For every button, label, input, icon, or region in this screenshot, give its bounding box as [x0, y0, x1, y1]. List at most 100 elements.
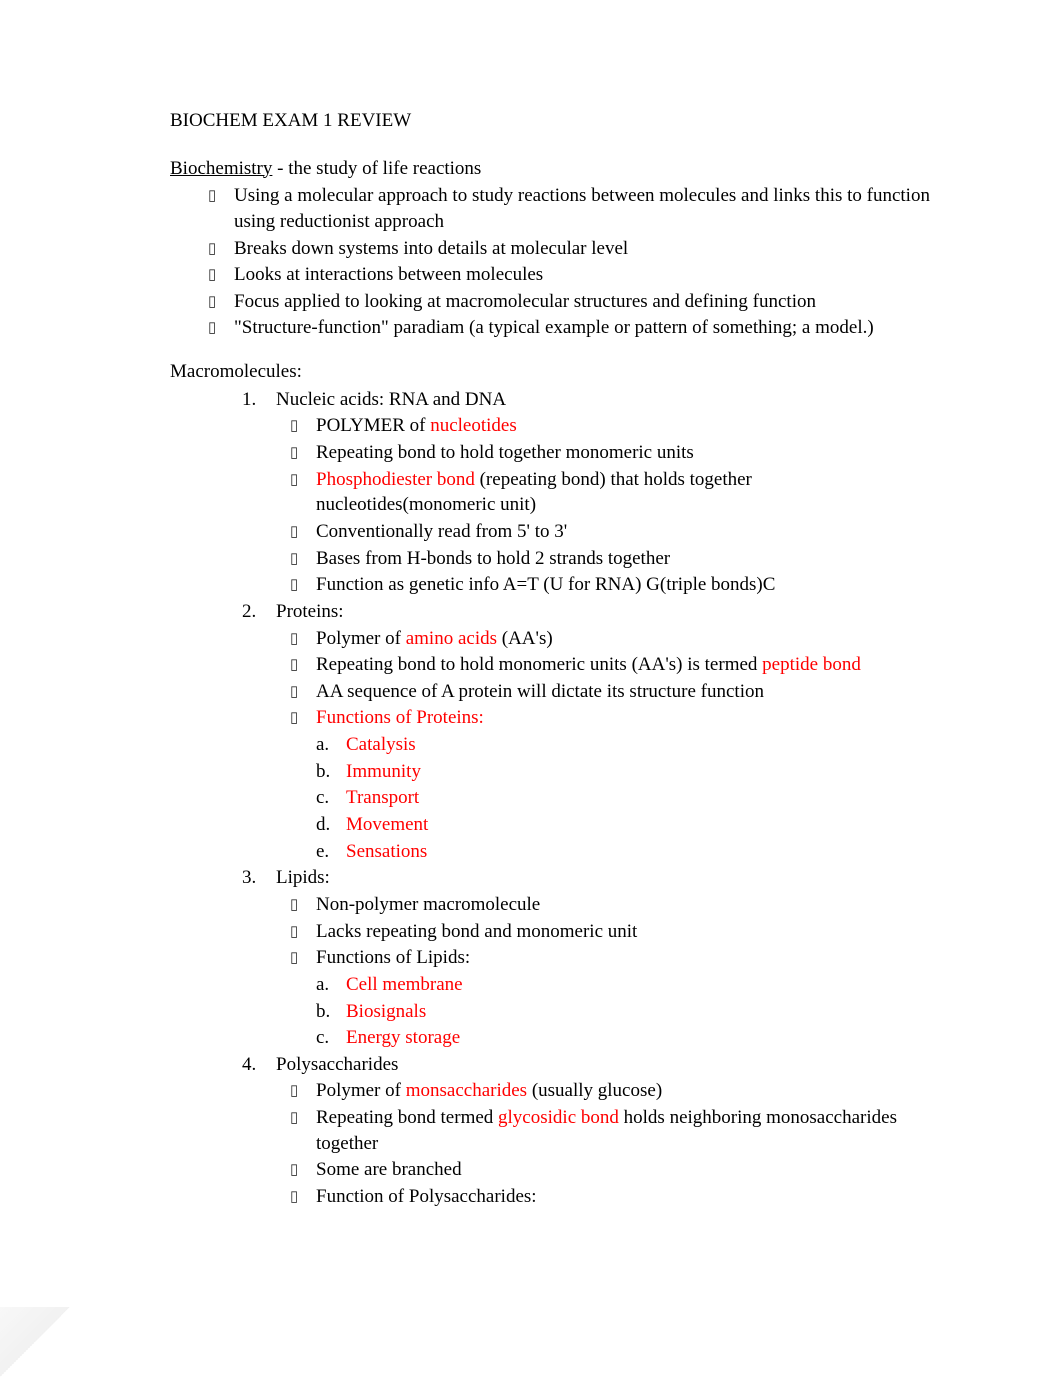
list-item-text: Conventionally read from 5' to 3': [316, 519, 932, 545]
list-item: ▯Bases from H-bonds to hold 2 strands to…: [290, 546, 932, 572]
number-marker: 1.: [242, 387, 276, 413]
text-segment: Cell membrane: [346, 974, 463, 995]
letter-marker: b.: [316, 999, 346, 1025]
letter-marker: e.: [316, 839, 346, 865]
list-item-text: Polymer of amino acids (AA's): [316, 626, 932, 652]
paradigm-example: a typical example or pattern of somethin…: [475, 317, 867, 338]
text-segment: glycosidic bond: [498, 1107, 619, 1128]
list-item-text: Bases from H-bonds to hold 2 strands tog…: [316, 546, 932, 572]
text-segment: Polymer of: [316, 628, 406, 649]
list-item: ▯Function of Polysaccharides:: [290, 1184, 932, 1210]
list-item-text: Some are branched: [316, 1157, 932, 1183]
numbered-item: 1.Nucleic acids: RNA and DNA: [242, 387, 932, 413]
bullet-icon: ▯: [208, 262, 234, 285]
bullet-icon: ▯: [290, 413, 316, 436]
bullet-icon: ▯: [290, 572, 316, 595]
lettered-item: c.Energy storage: [316, 1025, 932, 1051]
numbered-item: 4.Polysaccharides: [242, 1052, 932, 1078]
list-item-text: Non-polymer macromolecule: [316, 892, 932, 918]
text-segment: amino acids: [406, 628, 497, 649]
list-item: ▯Looks at interactions between molecules: [208, 262, 932, 288]
numbered-item: 3.Lipids:: [242, 865, 932, 891]
text-segment: nucleotides: [430, 415, 517, 436]
bullet-icon: ▯: [290, 1078, 316, 1101]
bullet-icon: ▯: [290, 440, 316, 463]
lettered-item: b.Immunity: [316, 759, 932, 785]
list-item: ▯Polymer of amino acids (AA's): [290, 626, 932, 652]
text-segment: Conventionally read from 5' to 3': [316, 521, 567, 542]
list-item: ▯Phosphodiester bond (repeating bond) th…: [290, 467, 932, 518]
lettered-item-text: Cell membrane: [346, 972, 932, 998]
numbered-item-label: Proteins:: [276, 599, 932, 625]
bullet-icon: ▯: [290, 1105, 316, 1128]
text-segment: Immunity: [346, 761, 421, 782]
list-item: ▯Using a molecular approach to study rea…: [208, 183, 932, 234]
lettered-item: c.Transport: [316, 785, 932, 811]
letter-marker: a.: [316, 972, 346, 998]
lettered-item-text: Immunity: [346, 759, 932, 785]
lettered-item: b.Biosignals: [316, 999, 932, 1025]
list-item-text: Functions of Proteins:: [316, 705, 932, 731]
text-segment: Transport: [346, 787, 419, 808]
bullet-icon: ▯: [290, 652, 316, 675]
lettered-item: d.Movement: [316, 812, 932, 838]
list-item: ▯Repeating bond to hold monomeric units …: [290, 652, 932, 678]
list-item: ▯Non-polymer macromolecule: [290, 892, 932, 918]
text-segment: Function as genetic info A=T (U for RNA)…: [316, 574, 775, 595]
preview-fade-overlay: [0, 1197, 1062, 1377]
bullet-icon: ▯: [290, 945, 316, 968]
text-segment: Repeating bond to hold monomeric units (…: [316, 654, 762, 675]
numbered-item: 2.Proteins:: [242, 599, 932, 625]
list-item-text: POLYMER of nucleotides: [316, 413, 932, 439]
list-item: ▯Focus applied to looking at macromolecu…: [208, 289, 932, 315]
number-marker: 2.: [242, 599, 276, 625]
text-segment: Repeating bond to hold together monomeri…: [316, 442, 694, 463]
intro-paradigm-text: "Structure-function" paradiam (a typical…: [234, 315, 932, 341]
bullet-icon: ▯: [208, 236, 234, 259]
bullet-icon: ▯: [290, 467, 316, 490]
text-segment: (AA's): [497, 628, 553, 649]
letter-marker: d.: [316, 812, 346, 838]
numbered-item-label: Nucleic acids: RNA and DNA: [276, 387, 932, 413]
text-segment: Non-polymer macromolecule: [316, 894, 540, 915]
bullet-icon: ▯: [290, 705, 316, 728]
list-item-text: Function as genetic info A=T (U for RNA)…: [316, 572, 932, 598]
lettered-item-text: Biosignals: [346, 999, 932, 1025]
bullet-icon: ▯: [290, 919, 316, 942]
text-segment: Polymer of: [316, 1080, 406, 1101]
text-segment: Repeating bond termed: [316, 1107, 498, 1128]
text-segment: Movement: [346, 814, 428, 835]
lettered-item-text: Energy storage: [346, 1025, 932, 1051]
list-item-text: AA sequence of A protein will dictate it…: [316, 679, 932, 705]
bullet-icon: ▯: [208, 183, 234, 206]
numbered-item-label: Lipids:: [276, 865, 932, 891]
text-segment: Some are branched: [316, 1159, 462, 1180]
text-segment: Sensations: [346, 841, 427, 862]
list-item-text: Lacks repeating bond and monomeric unit: [316, 919, 932, 945]
text-segment: Function of Polysaccharides:: [316, 1186, 537, 1207]
list-item: ▯AA sequence of A protein will dictate i…: [290, 679, 932, 705]
paradigm-suffix: ): [867, 317, 873, 338]
text-segment: peptide bond: [762, 654, 861, 675]
text-segment: Phosphodiester bond: [316, 469, 475, 490]
list-item-text: Functions of Lipids:: [316, 945, 932, 971]
intro-term: Biochemistry: [170, 158, 272, 179]
intro-definition: - the study of life reactions: [272, 158, 481, 179]
text-segment: Catalysis: [346, 734, 416, 755]
lettered-item-text: Catalysis: [346, 732, 932, 758]
list-item-text: Repeating bond to hold monomeric units (…: [316, 652, 932, 678]
list-item-text: Looks at interactions between molecules: [234, 262, 932, 288]
list-item-text: Repeating bond termed glycosidic bond ho…: [316, 1105, 932, 1156]
lettered-item-text: Movement: [346, 812, 932, 838]
list-item-text: Function of Polysaccharides:: [316, 1184, 932, 1210]
lettered-item: a.Cell membrane: [316, 972, 932, 998]
list-item-text: Repeating bond to hold together monomeri…: [316, 440, 932, 466]
bullet-icon: ▯: [290, 679, 316, 702]
text-segment: Functions of Proteins:: [316, 707, 484, 728]
list-item-text: Polymer of monsaccharides (usually gluco…: [316, 1078, 932, 1104]
list-item-text: Phosphodiester bond (repeating bond) tha…: [316, 467, 932, 518]
text-segment: Bases from H-bonds to hold 2 strands tog…: [316, 548, 670, 569]
text-segment: AA sequence of A protein will dictate it…: [316, 681, 764, 702]
list-item-text: Focus applied to looking at macromolecul…: [234, 289, 932, 315]
list-item: ▯Breaks down systems into details at mol…: [208, 236, 932, 262]
